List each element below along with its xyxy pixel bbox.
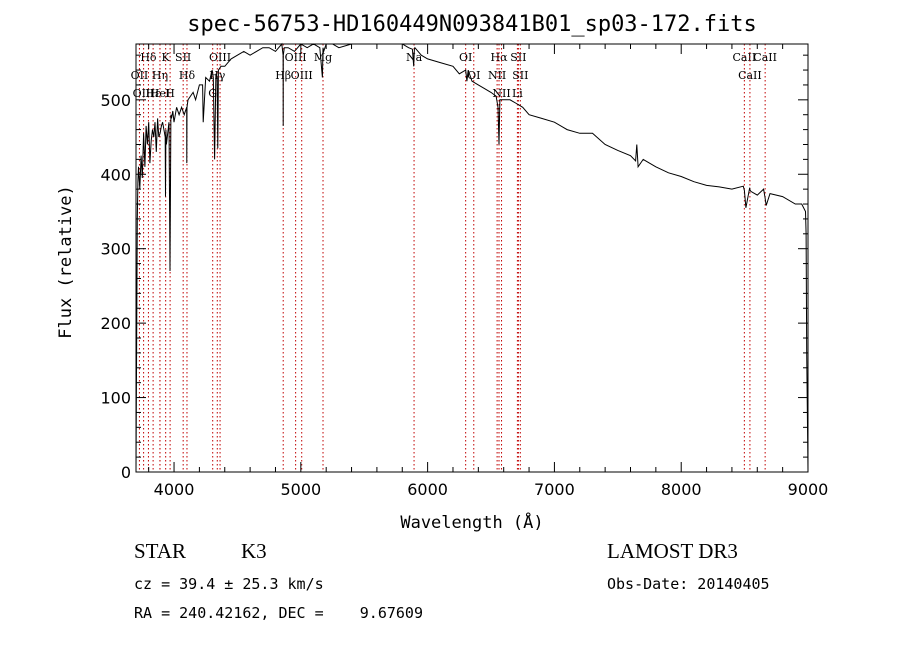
line-label-21: NII <box>488 69 506 82</box>
y-axis-label: Flux (relative) <box>56 185 76 339</box>
object-class: STAR <box>134 539 186 563</box>
line-label-23: SII <box>510 51 526 64</box>
line-label-13: OIII <box>285 51 307 64</box>
line-label-27: CaII <box>738 69 762 82</box>
y-tick-label-0: 0 <box>121 463 131 482</box>
spectrum-line <box>135 42 809 473</box>
line-label-24: SII <box>512 69 528 82</box>
observation-date: Obs-Date: 20140405 <box>607 575 770 593</box>
x-tick-label-1: 5000 <box>280 480 321 499</box>
line-label-14: OIII <box>291 69 313 82</box>
line-label-7: HeI <box>150 87 170 100</box>
line-label-3: Hε <box>145 87 161 100</box>
y-tick-label-3: 300 <box>100 240 131 259</box>
x-tick-label-3: 7000 <box>534 480 575 499</box>
x-tick-label-0: 4000 <box>154 480 195 499</box>
line-label-28: CaII <box>753 51 777 64</box>
line-label-8: SII <box>175 51 191 64</box>
line-label-5: K <box>162 51 171 64</box>
line-label-2: OIII <box>133 87 155 100</box>
chart-title: spec-56753-HD160449N093841B01_sp03-172.f… <box>187 12 757 37</box>
line-label-6: H <box>165 87 175 100</box>
coordinates: RA = 240.42162, DEC = 9.67609 <box>134 604 423 622</box>
object-subclass: K3 <box>241 539 267 563</box>
line-label-22: NII <box>492 87 510 100</box>
plot-frame <box>135 43 809 473</box>
y-tick-label-5: 500 <box>100 91 131 110</box>
line-label-9: Hδ <box>179 69 196 82</box>
y-tick-label-1: 100 <box>100 389 131 408</box>
line-label-20: Hα <box>490 51 508 64</box>
line-label-0: Hδ <box>140 51 157 64</box>
x-tick-label-4: 8000 <box>661 480 702 499</box>
x-tick-label-5: 9000 <box>788 480 829 499</box>
plot-area: HδOIIOIIIHεHηKHHeISIIHδOIIIHγGOIIIOIIIHβ… <box>100 42 829 499</box>
redshift-velocity: cz = 39.4 ± 25.3 km/s <box>134 575 324 593</box>
line-label-19: OI <box>467 69 480 82</box>
line-label-1: OII <box>131 69 149 82</box>
y-tick-label-2: 200 <box>100 314 131 333</box>
y-tick-label-4: 400 <box>100 165 131 184</box>
x-tick-label-2: 6000 <box>407 480 448 499</box>
x-axis-label: Wavelength (Å) <box>400 511 543 533</box>
line-label-18: OI <box>459 51 472 64</box>
survey-name: LAMOST DR3 <box>607 539 738 563</box>
line-label-12: G <box>208 87 217 100</box>
line-label-25: Li <box>512 87 523 100</box>
line-label-4: Hη <box>152 69 168 82</box>
line-label-10: OIII <box>209 51 231 64</box>
